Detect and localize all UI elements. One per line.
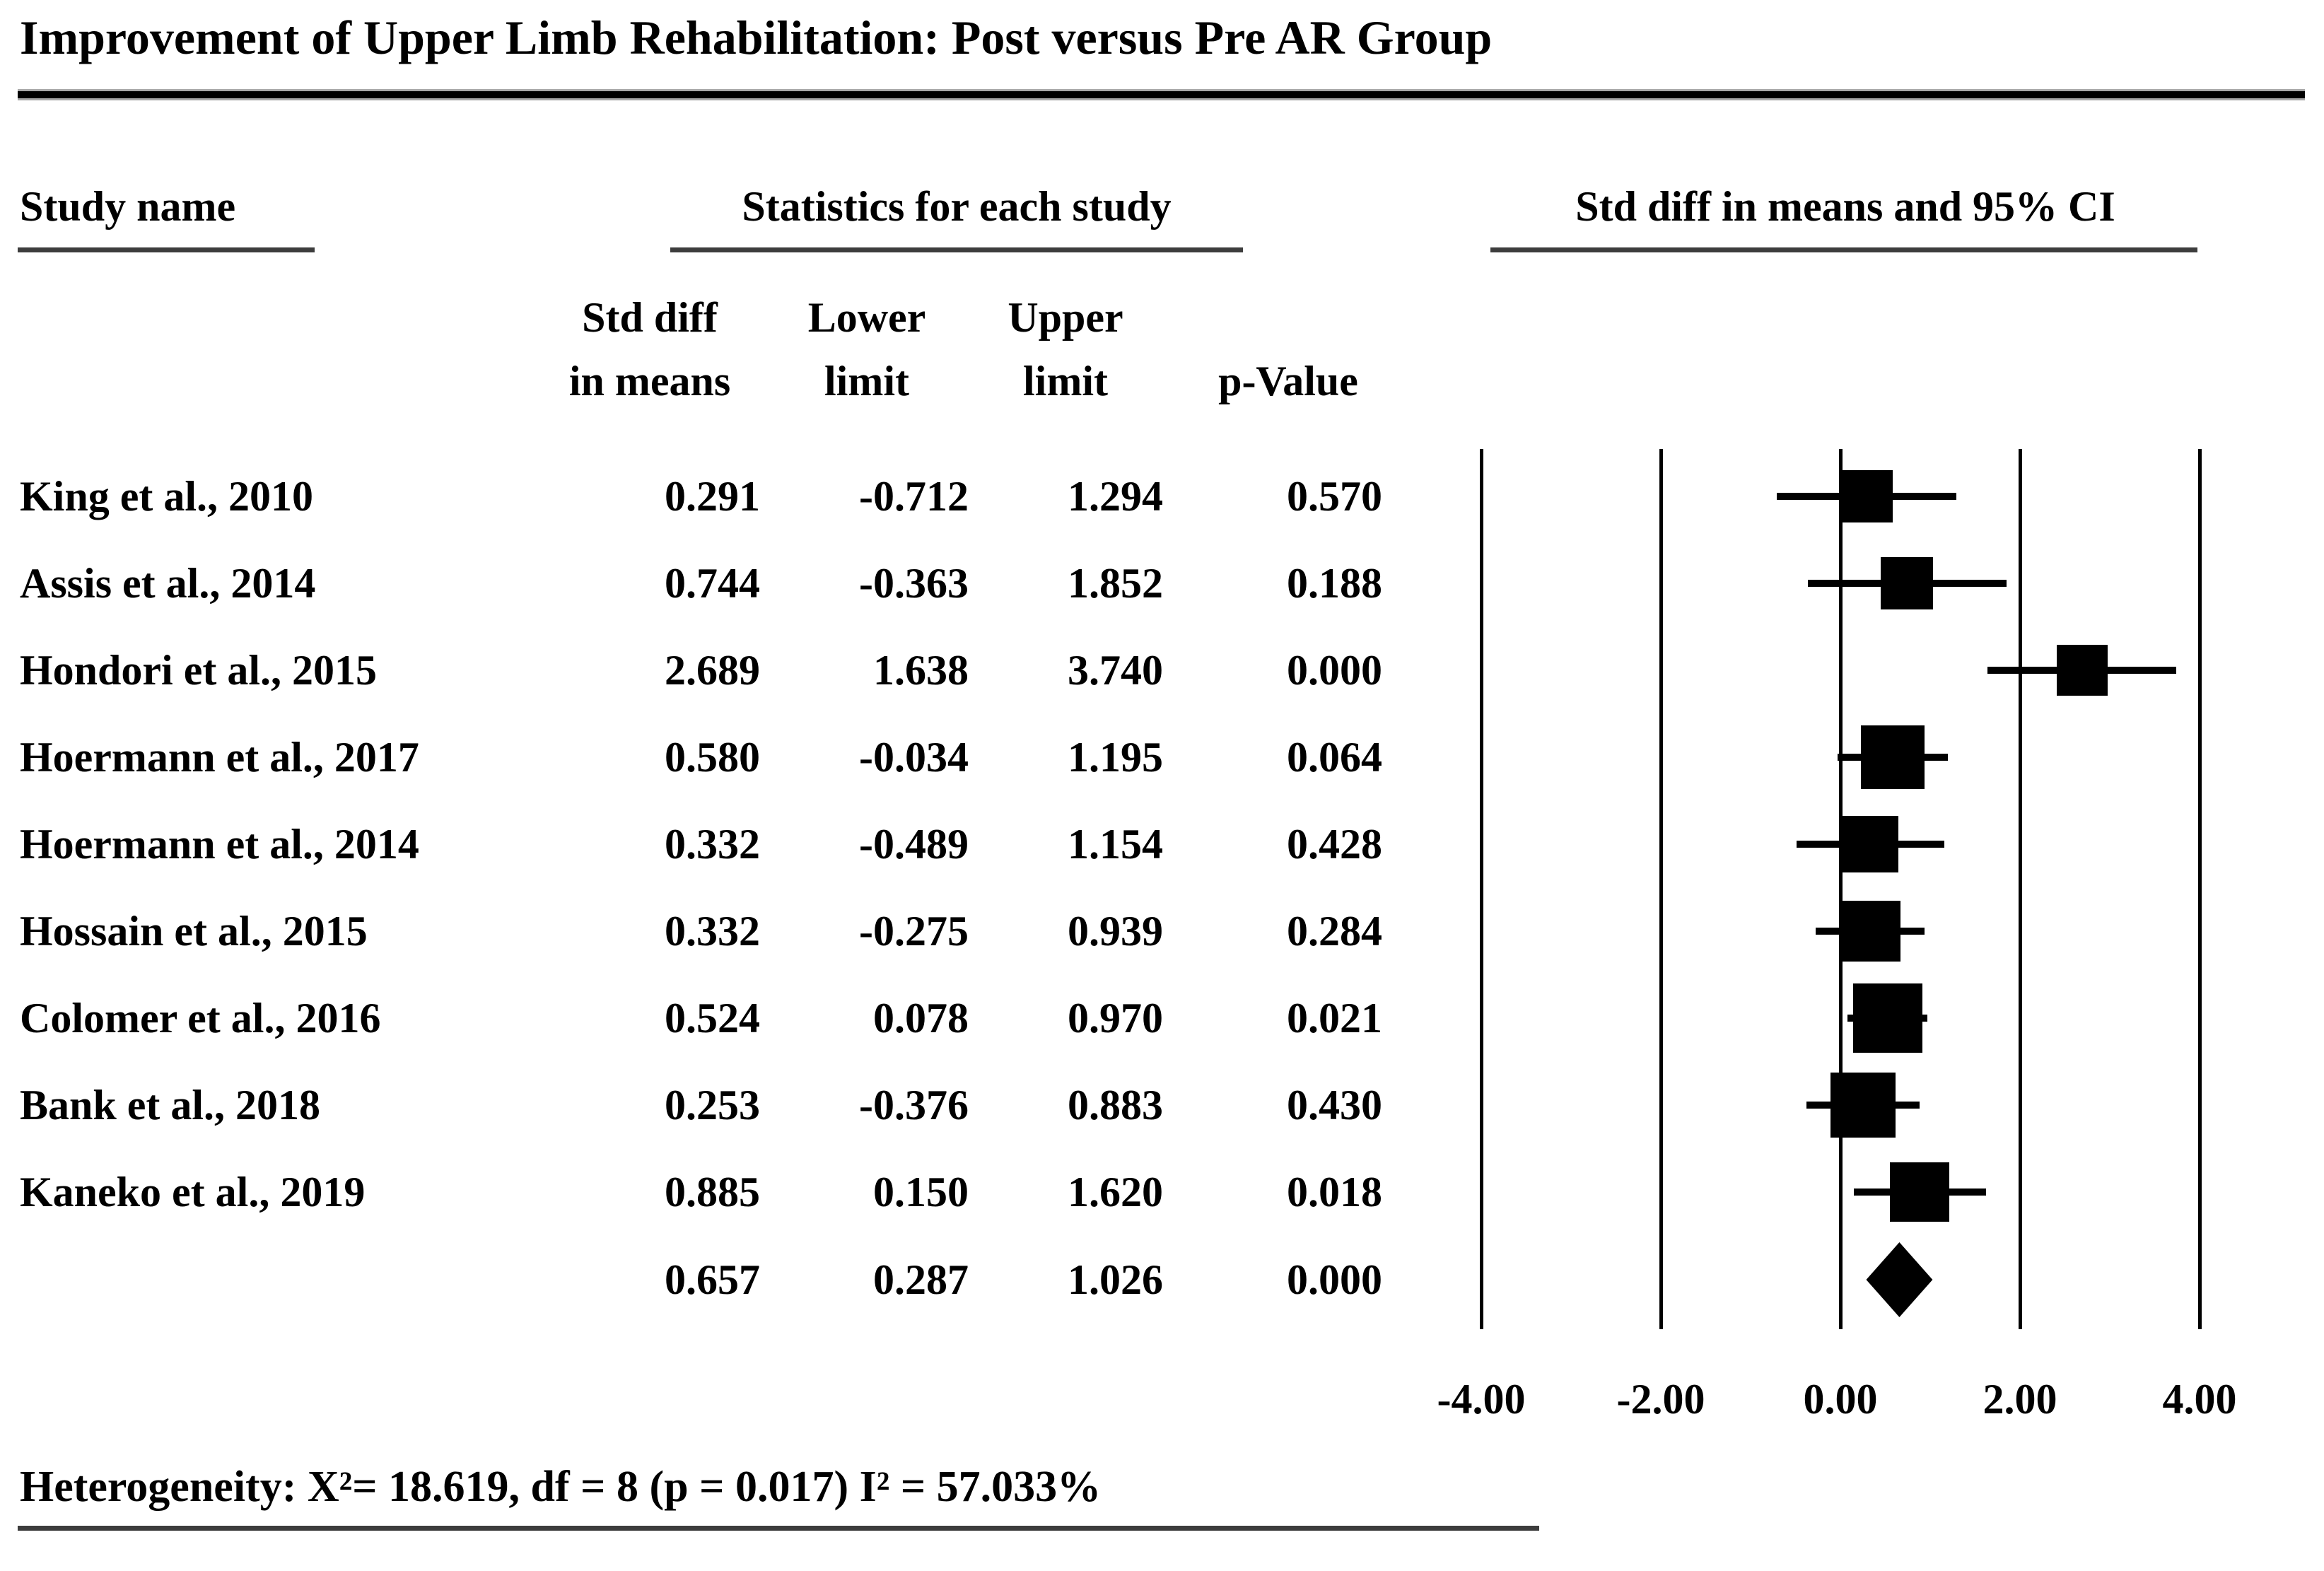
std-diff-value: 0.332 [665,908,760,954]
std-diff-value: 0.332 [665,821,760,868]
axis-gridline [1659,449,1663,1329]
axis-gridline [2019,449,2022,1329]
lower-limit-value: -0.376 [859,1082,969,1128]
col-header-upper-line2: limit [1023,358,1108,404]
col-header-upper-line1: Upper [1008,294,1123,341]
study-row-label: King et al., 2010 [20,473,313,520]
axis-gridline [1839,449,1843,1329]
lower-limit-value: 0.150 [873,1169,969,1215]
x-tick-label: 0.00 [1803,1376,1878,1423]
axis-gridline [1480,449,1483,1329]
upper-limit-value: 0.883 [1068,1082,1163,1128]
study-row-label: Bank et al., 2018 [20,1082,321,1128]
lower-limit-value: -0.275 [859,908,969,954]
upper-limit-value: 1.294 [1068,473,1163,520]
study-row-label: Assis et al., 2014 [20,560,316,607]
statistics-header: Statistics for each study [742,183,1172,230]
upper-limit-value: 1.620 [1068,1169,1163,1215]
summary-diamond [1866,1242,1933,1317]
col-header-std-diff-line1: Std diff [582,294,718,341]
lower-limit-value: -0.034 [859,734,969,781]
x-tick-label: -2.00 [1616,1376,1705,1423]
col-header-lower-line1: Lower [807,294,926,341]
std-diff-value: 0.291 [665,473,760,520]
upper-limit-value: 3.740 [1068,647,1163,694]
study-name-header: Study name [20,183,236,230]
title-rule [18,89,2305,100]
weight-square [1860,725,1925,789]
std-diff-value: 0.253 [665,1082,760,1128]
ci-plot-header-underline [1490,247,2197,252]
lower-limit-value: -0.489 [859,821,969,868]
p-value: 0.064 [1287,734,1382,781]
lower-limit-value: 1.638 [873,647,969,694]
study-row-label: Hondori et al., 2015 [20,647,377,694]
study-row-label: Hoermann et al., 2014 [20,821,419,868]
upper-limit-value: 1.852 [1068,560,1163,607]
weight-square [1881,557,1934,609]
weight-square [1842,816,1899,872]
weight-square [1840,901,1901,962]
std-diff-value: 0.524 [665,995,760,1041]
weight-square [1830,1073,1896,1138]
std-diff-value: 2.689 [665,647,760,694]
figure-title: Improvement of Upper Limb Rehabilitation… [20,11,1493,64]
p-value: 0.021 [1287,995,1382,1041]
study-row-label: Hoermann et al., 2017 [20,734,419,781]
std-diff-value: 0.885 [665,1169,760,1215]
weight-square [1852,983,1922,1053]
p-value: 0.284 [1287,908,1382,954]
p-value: 0.188 [1287,560,1382,607]
study-name-header-underline [18,247,315,252]
x-tick-label: 4.00 [2162,1376,2237,1423]
summary-lower-limit-value: 0.287 [873,1256,969,1303]
p-value: 0.018 [1287,1169,1382,1215]
col-header-lower-line2: limit [824,358,909,404]
summary-upper-limit-value: 1.026 [1068,1256,1163,1303]
upper-limit-value: 1.154 [1068,821,1163,868]
upper-limit-value: 0.970 [1068,995,1163,1041]
axis-gridline [2198,449,2202,1329]
statistics-header-underline [670,247,1243,252]
study-row-label: Kaneko et al., 2019 [20,1169,366,1215]
x-tick-label: -4.00 [1437,1376,1526,1423]
x-tick-label: 2.00 [1983,1376,2057,1423]
weight-square [1890,1162,1950,1222]
col-header-p-value: p-Value [1218,358,1358,404]
col-header-std-diff-line2: in means [568,358,731,404]
heterogeneity-underline [18,1526,1539,1531]
summary-std-diff-value: 0.657 [665,1256,760,1303]
upper-limit-value: 0.939 [1068,908,1163,954]
std-diff-value: 0.580 [665,734,760,781]
p-value: 0.000 [1287,647,1382,694]
study-row-label: Hossain et al., 2015 [20,908,368,954]
p-value: 0.570 [1287,473,1382,520]
weight-square [1840,470,1893,522]
lower-limit-value: 0.078 [873,995,969,1041]
lower-limit-value: -0.363 [859,560,969,607]
lower-limit-value: -0.712 [859,473,969,520]
p-value: 0.430 [1287,1082,1382,1128]
heterogeneity-note: Heterogeneity: X²= 18.619, df = 8 (p = 0… [20,1463,1102,1511]
p-value: 0.428 [1287,821,1382,868]
upper-limit-value: 1.195 [1068,734,1163,781]
weight-square [2056,645,2108,696]
std-diff-value: 0.744 [665,560,760,607]
ci-plot-header: Std diff in means and 95% CI [1575,183,2115,230]
summary-p-value: 0.000 [1287,1256,1382,1303]
study-row-label: Colomer et al., 2016 [20,995,381,1041]
